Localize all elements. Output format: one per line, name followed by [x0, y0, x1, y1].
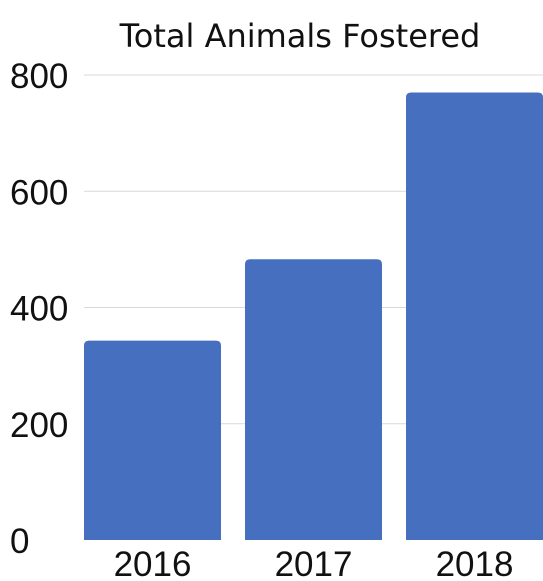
y-tick-label: 200 — [10, 406, 68, 445]
x-axis-ticks: 2016 2017 2018 — [114, 545, 514, 581]
y-tick-label: 600 — [10, 173, 68, 212]
y-tick-label: 0 — [10, 522, 29, 561]
bar-2018 — [406, 92, 543, 540]
y-axis-ticks: 0 200 400 600 800 — [10, 57, 68, 561]
x-tick-label: 2017 — [275, 545, 353, 581]
y-tick-label: 400 — [10, 290, 68, 329]
chart-title: Total Animals Fostered — [119, 17, 481, 55]
bar-2017 — [245, 259, 382, 540]
bar-2016 — [84, 340, 221, 540]
y-tick-label: 800 — [10, 57, 68, 96]
x-tick-label: 2018 — [436, 545, 514, 581]
bars — [84, 92, 543, 540]
x-tick-label: 2016 — [114, 545, 192, 581]
